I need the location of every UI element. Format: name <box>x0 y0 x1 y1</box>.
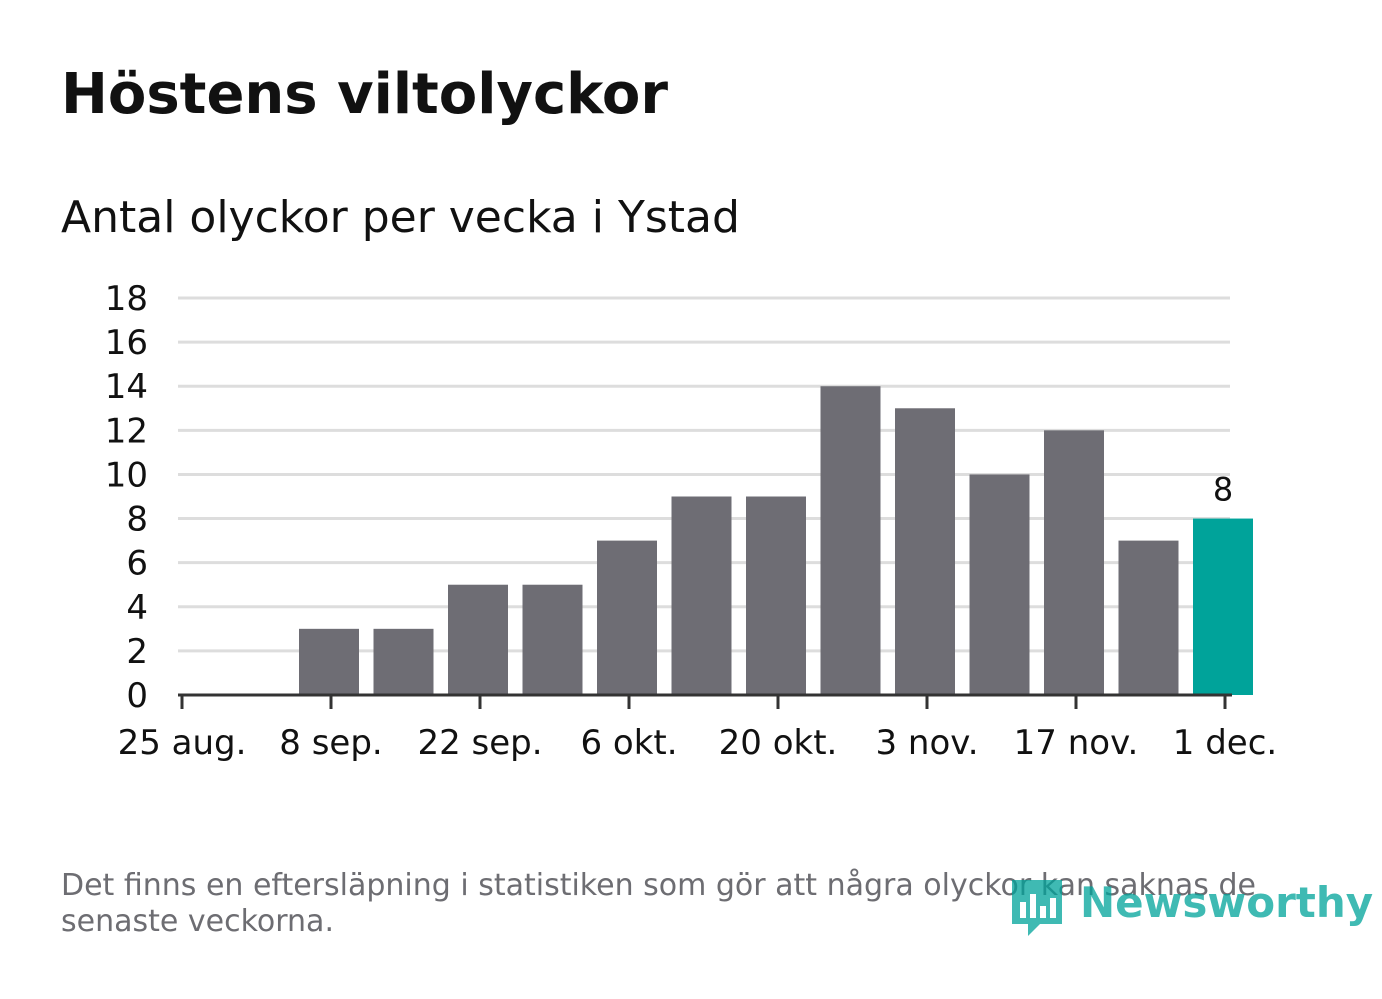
bar <box>746 496 806 695</box>
y-tick-label: 8 <box>126 500 148 540</box>
chart-subtitle: Antal olyckor per vecka i Ystad <box>61 192 740 243</box>
bars <box>299 386 1253 695</box>
y-tick-label: 18 <box>105 279 148 319</box>
bar <box>671 496 732 695</box>
bar-chart-speech-bubble-icon <box>1012 880 1062 936</box>
y-tick-label: 16 <box>105 323 148 363</box>
x-tick-label: 25 aug. <box>118 723 247 763</box>
y-tick-label: 4 <box>126 588 148 628</box>
x-tick-label: 3 nov. <box>875 723 978 763</box>
data-label: 8 <box>1213 471 1233 509</box>
y-tick-label: 14 <box>105 367 148 407</box>
x-tick-label: 17 nov. <box>1014 723 1139 763</box>
y-tick-label: 2 <box>126 632 148 672</box>
bar <box>597 540 657 695</box>
x-tick-label: 8 sep. <box>279 723 382 763</box>
x-tick-label: 1 dec. <box>1173 723 1277 763</box>
data-labels: 8 <box>1213 471 1233 509</box>
bar <box>820 386 881 695</box>
newsworthy-logo[interactable]: Newsworthy <box>1010 878 1373 942</box>
x-tick-label: 6 okt. <box>580 723 677 763</box>
bar <box>373 628 434 695</box>
chart-title: Höstens viltolyckor <box>61 62 668 127</box>
y-tick-label: 6 <box>126 544 148 584</box>
x-tick-label: 20 okt. <box>719 723 838 763</box>
bar <box>895 408 955 695</box>
bar <box>1044 430 1104 695</box>
x-tick-label: 22 sep. <box>417 723 542 763</box>
y-tick-label: 0 <box>126 676 148 716</box>
bar <box>1193 518 1253 695</box>
bar <box>448 584 508 695</box>
logo-text: Newsworthy <box>1080 878 1374 927</box>
bar <box>969 474 1030 695</box>
bar <box>1118 540 1179 695</box>
bar <box>522 584 583 695</box>
y-tick-label: 12 <box>105 411 148 451</box>
y-tick-label: 10 <box>105 455 148 495</box>
bar <box>299 628 359 695</box>
x-axis: 25 aug. 8 sep. 22 sep. 6 okt. 20 okt. 3 nov. 1… <box>118 693 1277 763</box>
